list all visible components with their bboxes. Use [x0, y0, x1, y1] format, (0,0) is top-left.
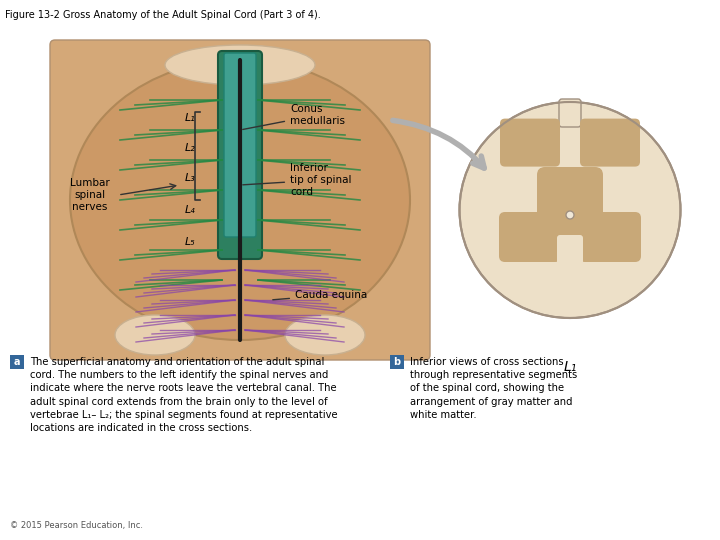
Text: L₅: L₅ — [184, 237, 195, 247]
Ellipse shape — [459, 102, 680, 318]
Text: Lumbar
spinal
nerves: Lumbar spinal nerves — [70, 178, 110, 212]
Ellipse shape — [285, 315, 365, 355]
Text: Conus
medullaris: Conus medullaris — [243, 104, 345, 130]
Circle shape — [566, 211, 574, 219]
FancyBboxPatch shape — [224, 53, 256, 237]
Text: Inferior
tip of spinal
cord: Inferior tip of spinal cord — [243, 164, 351, 197]
Text: L₄: L₄ — [184, 205, 195, 215]
Text: Cauda equina: Cauda equina — [273, 290, 367, 300]
Text: L₂: L₂ — [184, 143, 195, 153]
Text: b: b — [393, 357, 400, 367]
FancyBboxPatch shape — [499, 212, 561, 262]
FancyBboxPatch shape — [390, 355, 404, 369]
Text: Figure 13-2 Gross Anatomy of the Adult Spinal Cord (Part 3 of 4).: Figure 13-2 Gross Anatomy of the Adult S… — [5, 10, 320, 20]
Text: The superficial anatomy and orientation of the adult spinal
cord. The numbers to: The superficial anatomy and orientation … — [30, 357, 338, 433]
FancyBboxPatch shape — [537, 167, 603, 253]
Text: L₃: L₃ — [184, 173, 195, 183]
Text: a: a — [14, 357, 20, 367]
FancyBboxPatch shape — [579, 212, 641, 262]
FancyBboxPatch shape — [500, 119, 560, 167]
Text: Inferior views of cross sections
through representative segments
of the spinal c: Inferior views of cross sections through… — [410, 357, 577, 420]
FancyBboxPatch shape — [580, 119, 640, 167]
FancyBboxPatch shape — [50, 40, 430, 360]
FancyBboxPatch shape — [557, 235, 583, 286]
Ellipse shape — [165, 45, 315, 85]
Ellipse shape — [70, 60, 410, 340]
Ellipse shape — [115, 315, 195, 355]
FancyBboxPatch shape — [10, 355, 24, 369]
FancyBboxPatch shape — [559, 99, 581, 127]
Text: L₁: L₁ — [184, 113, 195, 123]
FancyBboxPatch shape — [218, 51, 262, 259]
Text: L₁: L₁ — [563, 360, 577, 374]
Text: © 2015 Pearson Education, Inc.: © 2015 Pearson Education, Inc. — [10, 521, 143, 530]
